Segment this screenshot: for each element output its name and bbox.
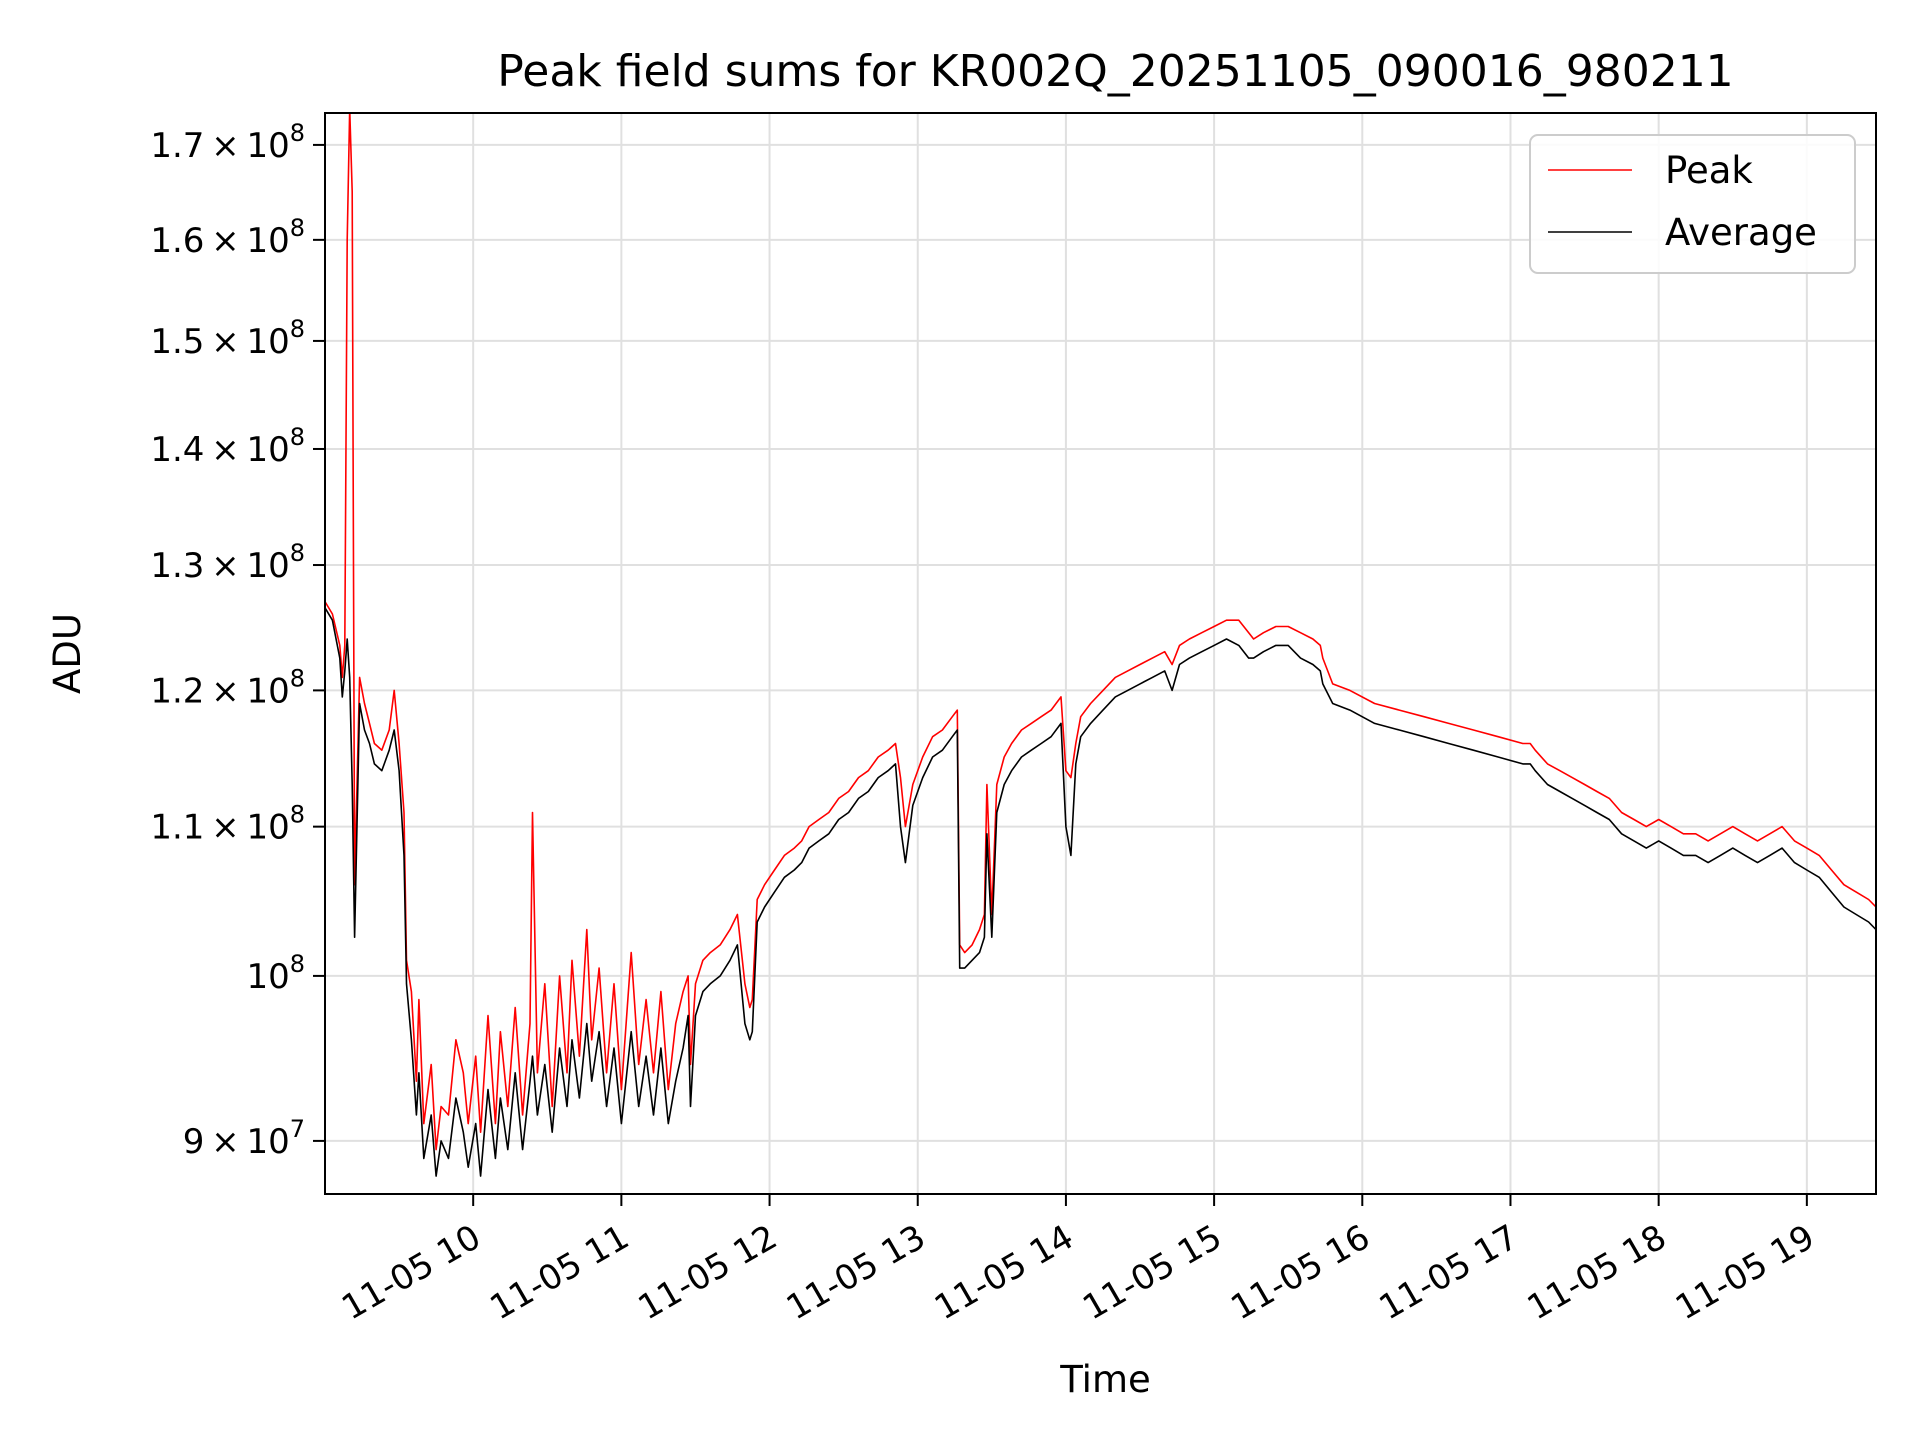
x-tick-label: 11-05 15 bbox=[1076, 1217, 1228, 1328]
y-tick-label: 1.3 × 108 bbox=[150, 539, 305, 586]
y-tick-mantissa: 1.7 × 10 bbox=[150, 126, 289, 166]
y-tick-exponent: 8 bbox=[290, 214, 305, 242]
y-tick-mantissa: 1.4 × 10 bbox=[150, 430, 289, 470]
series-line-average bbox=[325, 607, 1876, 1177]
y-tick-base: 10 bbox=[246, 957, 289, 997]
legend-label-average: Average bbox=[1665, 211, 1817, 254]
y-tick-label: 1.6 × 108 bbox=[150, 214, 305, 261]
x-tick-label: 11-05 13 bbox=[780, 1217, 932, 1328]
y-tick-mantissa: 1.6 × 10 bbox=[150, 221, 289, 261]
chart-title: Peak field sums for KR002Q_20251105_0900… bbox=[497, 46, 1733, 97]
x-tick-label: 11-05 12 bbox=[632, 1217, 784, 1328]
y-tick-exponent: 7 bbox=[290, 1115, 305, 1143]
y-tick-label: 108 bbox=[246, 950, 305, 997]
y-tick-mantissa: 1.1 × 10 bbox=[150, 808, 289, 848]
y-tick-exponent: 8 bbox=[290, 664, 305, 692]
y-tick-exponent: 8 bbox=[290, 315, 305, 343]
x-tick-label: 11-05 17 bbox=[1373, 1217, 1525, 1328]
grid bbox=[325, 113, 1876, 1194]
x-tick-label: 11-05 16 bbox=[1224, 1217, 1376, 1328]
x-tick-label: 11-05 14 bbox=[928, 1217, 1080, 1328]
series-layer bbox=[325, 113, 1876, 1177]
y-tick-mantissa: 9 × 10 bbox=[183, 1122, 290, 1162]
x-tick-label: 11-05 19 bbox=[1669, 1217, 1821, 1328]
plot-frame bbox=[324, 112, 1877, 1195]
y-tick-mantissa: 1.5 × 10 bbox=[150, 322, 289, 362]
y-tick-label: 1.4 × 108 bbox=[150, 423, 305, 470]
series-line-peak bbox=[325, 113, 1876, 1151]
y-tick-label: 1.5 × 108 bbox=[150, 315, 305, 362]
y-tick-exponent: 8 bbox=[290, 801, 305, 829]
y-tick-exponent: 8 bbox=[290, 539, 305, 567]
y-tick-label: 9 × 107 bbox=[183, 1115, 305, 1162]
x-tick-label: 11-05 10 bbox=[335, 1217, 487, 1328]
y-axis-label: ADU bbox=[46, 613, 89, 694]
legend-label-peak: Peak bbox=[1665, 149, 1753, 192]
x-axis-label: Time bbox=[1059, 1358, 1151, 1401]
y-tick-mantissa: 1.2 × 10 bbox=[150, 671, 289, 711]
x-tick-label: 11-05 18 bbox=[1521, 1217, 1673, 1328]
x-tick-label: 11-05 11 bbox=[483, 1217, 635, 1328]
legend: Peak Average bbox=[1529, 134, 1856, 274]
y-tick-exponent: 8 bbox=[290, 119, 305, 147]
y-tick-label: 1.2 × 108 bbox=[150, 664, 305, 711]
y-tick-exponent: 8 bbox=[290, 950, 305, 978]
y-tick-label: 1.1 × 108 bbox=[150, 801, 305, 848]
y-tick-label: 1.7 × 108 bbox=[150, 119, 305, 166]
y-tick-exponent: 8 bbox=[290, 423, 305, 451]
y-tick-mantissa: 1.3 × 10 bbox=[150, 546, 289, 586]
